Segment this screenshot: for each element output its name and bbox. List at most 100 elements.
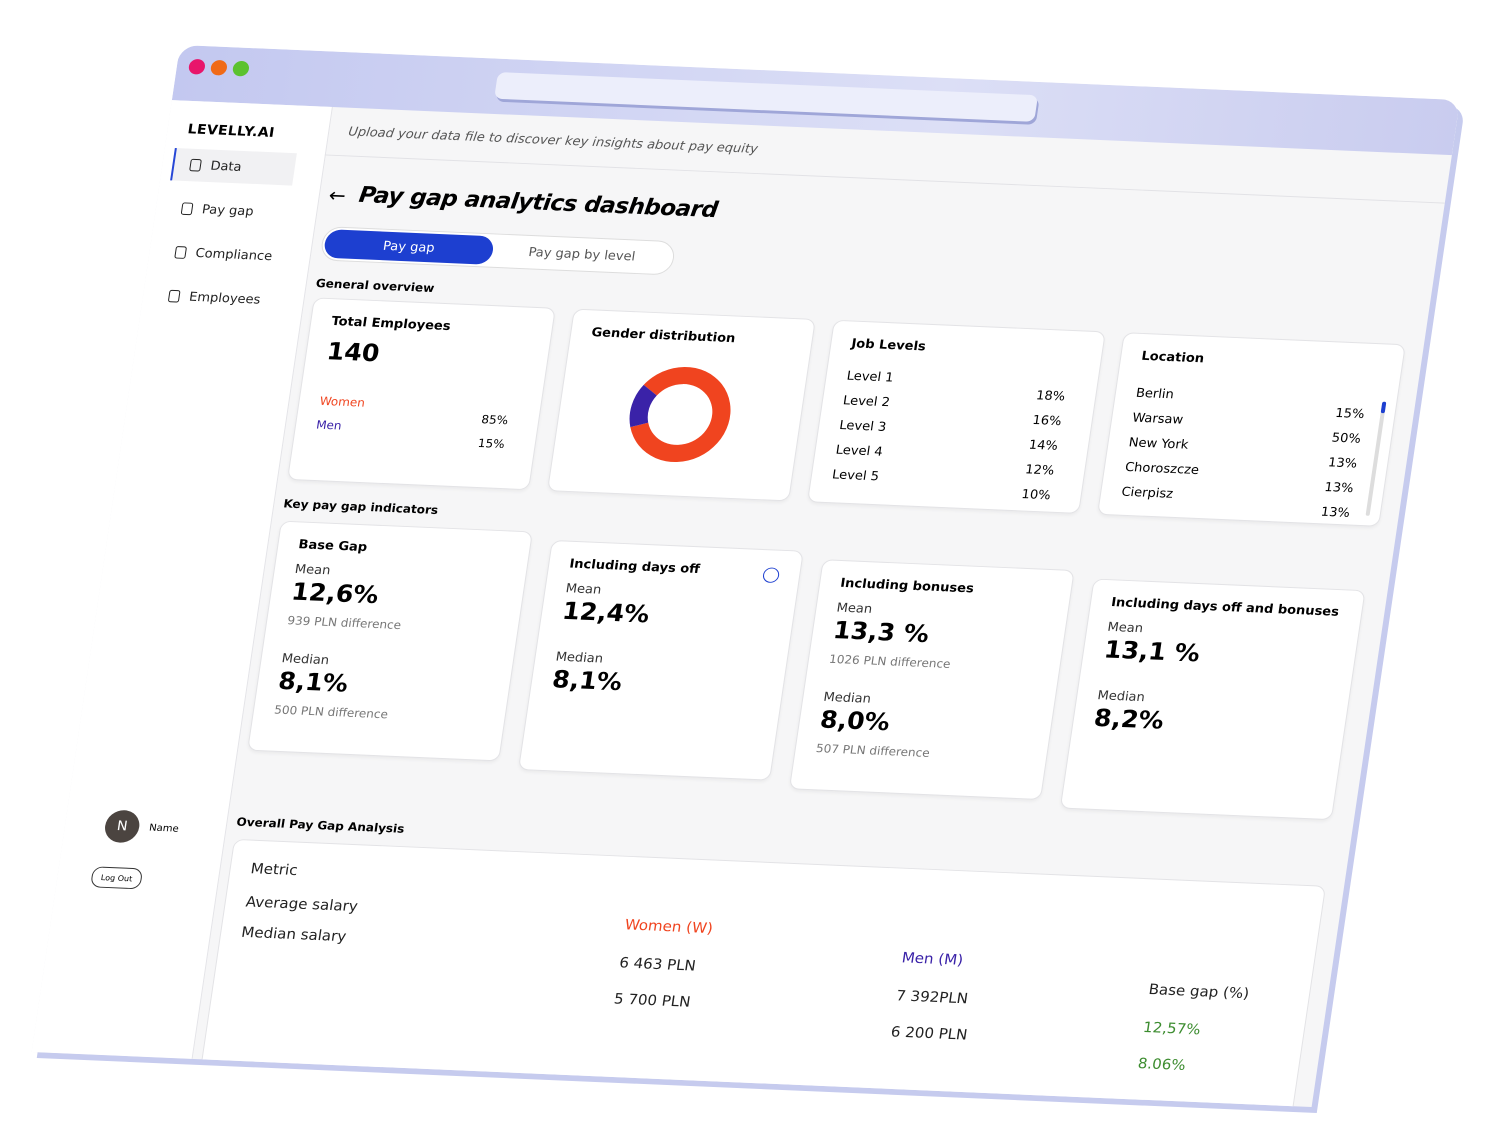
- mean-value: 12,6%: [289, 577, 381, 609]
- browser-window: LEVELLY.AI Data Pay gap Compliance Employee…: [31, 45, 1461, 1108]
- indicator-card: Including days off and bonuses Mean 13,1 %…: [1059, 578, 1366, 821]
- nav-item[interactable]: Data: [170, 148, 297, 186]
- tabs: Pay gap Pay gap by level: [319, 226, 677, 276]
- nav-icon: [168, 289, 181, 303]
- donut-slice: [629, 384, 657, 428]
- median-note: 507 PLN difference: [815, 741, 931, 760]
- mean-label: Mean: [564, 581, 603, 598]
- maximize-dot[interactable]: [231, 60, 251, 77]
- column-header: Women (W): [623, 916, 715, 937]
- icon-shape: [174, 246, 187, 259]
- nav-label: Pay gap: [201, 202, 255, 219]
- list-label: Level 4: [834, 443, 884, 460]
- sidebar: LEVELLY.AI Data Pay gap Compliance Employee…: [31, 100, 333, 1059]
- location-card: Location Berlin 15% Warsaw 50% New York 13% Ch…: [1097, 332, 1406, 527]
- main: Upload your data file to discover key in…: [191, 107, 1452, 1108]
- mean-value: 13,3 %: [831, 616, 931, 648]
- table-cell: 12,57%: [1141, 1018, 1202, 1039]
- card-title: Including days off and bonuses: [1110, 595, 1340, 620]
- card-title: Including bonuses: [839, 576, 975, 597]
- total-card: Total Employees 140 Women 85% Men 15%: [287, 297, 556, 491]
- indicator-card: Including days off Mean 12,4% Median 8,1%: [517, 539, 804, 781]
- table-cell: Median salary: [240, 923, 348, 946]
- median-value: 8,1%: [276, 666, 350, 698]
- back-button[interactable]: ←: [327, 183, 348, 207]
- list-label: Level 1: [845, 369, 895, 386]
- card-title: Including days off: [568, 557, 701, 577]
- mean-label: Mean: [1106, 620, 1145, 637]
- card-title: Location: [1140, 349, 1206, 367]
- gender-label: Men: [315, 418, 343, 433]
- median-label: Median: [280, 651, 331, 668]
- median-label: Median: [1096, 688, 1146, 705]
- list-label: Warsaw: [1131, 411, 1185, 428]
- address-bar[interactable]: [494, 72, 1039, 122]
- mean-note: 939 PLN difference: [286, 613, 403, 632]
- chart-card: Gender distribution: [547, 308, 816, 502]
- median-value: 8,0%: [818, 705, 892, 737]
- list-label: Berlin: [1134, 386, 1175, 403]
- mean-label: Mean: [835, 601, 874, 617]
- close-dot[interactable]: [187, 58, 207, 75]
- table-cell: 7 392PLN: [895, 986, 970, 1008]
- mean-note: 1026 PLN difference: [828, 652, 952, 671]
- user-name: Name: [148, 822, 180, 835]
- column-header: Men (M): [900, 948, 965, 969]
- gender-list: Women 85% Men 15%: [315, 298, 555, 451]
- table-cell: Average salary: [244, 893, 360, 915]
- brand: LEVELLY.AI: [186, 121, 276, 141]
- mean-value: 12,4%: [560, 596, 652, 629]
- donut-slice: [630, 367, 731, 463]
- table-cell: 6 200 PLN: [889, 1023, 969, 1044]
- table-cell: 6 463 PLN: [618, 954, 698, 975]
- scrollbar[interactable]: [1365, 401, 1387, 516]
- nav-icon: [180, 202, 194, 216]
- list-label: Level 5: [831, 467, 880, 485]
- nav-icon: [189, 158, 202, 172]
- indicator-card: Base Gap Mean 12,6% 939 PLN difference Media…: [247, 520, 533, 762]
- logout-button[interactable]: Log Out: [90, 866, 144, 890]
- tab[interactable]: Pay gap: [322, 229, 495, 265]
- list-label: Level 3: [838, 418, 888, 435]
- list-value: 13%: [1319, 505, 1351, 521]
- section-heading: Key pay gap indicators: [282, 496, 440, 517]
- median-label: Median: [822, 690, 872, 707]
- table-cell: 8.06%: [1136, 1054, 1187, 1074]
- card-title: Job Levels: [850, 336, 927, 355]
- icon-shape: [168, 289, 181, 303]
- nav-item[interactable]: Pay gap: [164, 192, 291, 230]
- column-header: Base gap (%): [1147, 980, 1251, 1003]
- page-title: Pay gap analytics dashboard: [357, 182, 720, 223]
- nav-item[interactable]: Employees: [151, 279, 278, 317]
- nav-label: Compliance: [194, 246, 274, 264]
- nav-item[interactable]: Compliance: [157, 235, 284, 273]
- mean-label: Mean: [293, 562, 332, 579]
- icon-shape: [180, 202, 194, 216]
- gender-value: 15%: [476, 436, 506, 451]
- list-value: 10%: [1020, 487, 1052, 504]
- levels-card: Job Levels Level 1 18% Level 2 16% Level 3 14…: [807, 319, 1106, 514]
- column-header: Metric: [249, 859, 299, 879]
- levels-list: Level 1 18% Level 2 16% Level 3 14% Level 4 12%…: [831, 321, 1105, 503]
- list-label: Level 2: [842, 393, 891, 411]
- card-title: Total Employees: [330, 314, 452, 334]
- minimize-dot[interactable]: [209, 59, 229, 76]
- scroll-thumb[interactable]: [1380, 401, 1387, 414]
- analysis-table: Metric Women (W) Men (M) Base gap (%) Averag…: [191, 838, 1327, 1108]
- list-label: Cierpisz: [1120, 485, 1174, 502]
- gender-label: Women: [318, 394, 366, 410]
- median-value: 8,2%: [1092, 703, 1166, 735]
- tab[interactable]: Pay gap by level: [527, 245, 637, 264]
- avatar: N: [102, 809, 142, 844]
- card-title: Base Gap: [297, 537, 369, 555]
- icon-shape: [189, 158, 202, 172]
- location-list: Berlin 15% Warsaw 50% New York 13% Choroszcze 1…: [1120, 333, 1405, 520]
- info-icon[interactable]: [761, 567, 781, 584]
- total-value: 140: [325, 337, 382, 368]
- section-heading: General overview: [315, 276, 436, 295]
- nav: Data Pay gap Compliance Employees: [168, 100, 332, 307]
- section-heading: Overall Pay Gap Analysis: [235, 815, 406, 836]
- table-cell: 5 700 PLN: [612, 990, 692, 1011]
- median-value: 8,1%: [550, 665, 624, 696]
